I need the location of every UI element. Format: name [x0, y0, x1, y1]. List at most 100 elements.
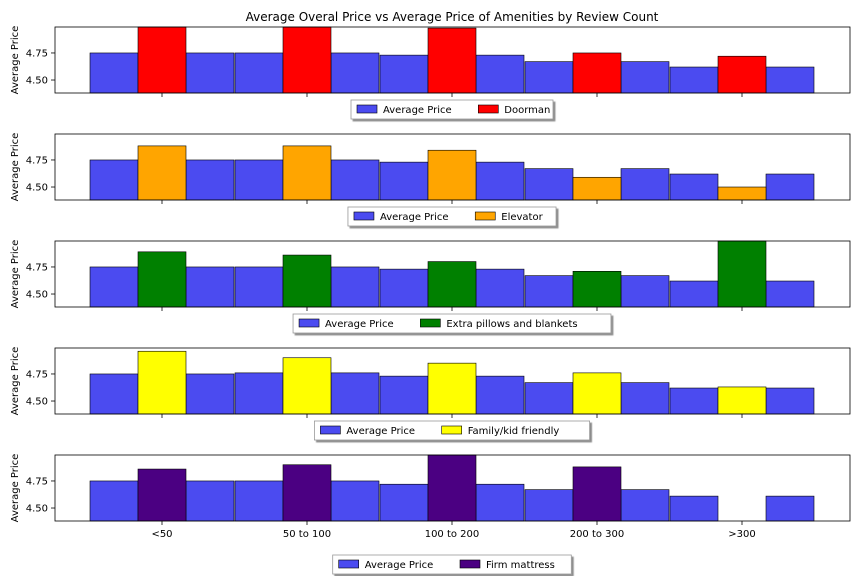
bar-average-price-2-1 — [475, 483, 525, 522]
legend-box — [292, 313, 612, 334]
legend-label: Average Price — [383, 105, 452, 116]
ytick-label: 4.50 — [26, 290, 48, 301]
bar-average-price-3-0 — [524, 61, 574, 94]
bar-average-price-0-1 — [185, 373, 235, 415]
xtick-label: >300 — [728, 529, 755, 540]
bar-average-price-4-1 — [765, 387, 815, 415]
subplot-1: 4.50 4.75 Average Price Average Price Doorma… — [10, 26, 851, 120]
bar-amenity-1 — [282, 464, 332, 522]
bar-average-price-4-0 — [669, 66, 719, 94]
bar-average-price-0-0 — [89, 159, 139, 201]
legend-label: Extra pillows and blankets — [446, 319, 577, 330]
legend: Average Price Firm mattress — [332, 554, 572, 575]
legend-swatch — [459, 559, 481, 569]
axes-frame — [54, 26, 851, 94]
legend-box — [350, 99, 554, 120]
bar-amenity-2 — [427, 454, 477, 522]
ytick-label: 4.75 — [26, 48, 48, 59]
bar-average-price-3-0 — [524, 275, 574, 308]
bar-amenity-2 — [427, 362, 477, 415]
bar-amenity-3 — [572, 176, 622, 201]
bar-amenity-0 — [137, 145, 187, 201]
bar-average-price-1-1 — [330, 52, 380, 94]
bar-average-price-1-0 — [234, 52, 284, 94]
xtick-label: 50 to 100 — [283, 529, 331, 540]
legend-label: Average Price — [380, 212, 449, 223]
bar-average-price-3-0 — [524, 489, 574, 522]
bar-average-price-3-1 — [620, 61, 670, 94]
bar-average-price-0-1 — [185, 159, 235, 201]
bar-average-price-2-0 — [379, 54, 429, 94]
bar-average-price-3-1 — [620, 489, 670, 522]
bar-amenity-3 — [572, 270, 622, 308]
legend: Average Price Elevator — [347, 206, 557, 227]
bar-average-price-1-1 — [330, 266, 380, 308]
legend-swatch — [420, 318, 441, 328]
bar-average-price-1-0 — [234, 372, 284, 415]
y-axis-label: Average Price — [10, 26, 21, 95]
xtick-label: 200 to 300 — [570, 529, 625, 540]
bar-average-price-4-1 — [765, 280, 815, 308]
legend-swatch — [356, 104, 378, 114]
ytick-label: 4.75 — [26, 369, 48, 380]
bar-average-price-2-1 — [475, 161, 525, 201]
bar-average-price-2-1 — [475, 268, 525, 308]
axes-frame — [54, 347, 851, 415]
bar-amenity-0 — [137, 468, 187, 522]
subplot-5: 4.50 4.75 <50 50 to 100 100 to 200 200 to 300… — [10, 454, 851, 575]
bar-average-price-4-0 — [669, 173, 719, 201]
legend-swatch — [338, 559, 360, 569]
legend-label: Firm mattress — [486, 560, 555, 571]
bar-amenity-0 — [137, 350, 187, 415]
subplot-4: 4.50 4.75 Average Price Average Price Family… — [10, 347, 851, 441]
bar-average-price-2-0 — [379, 268, 429, 308]
bar-average-price-0-0 — [89, 373, 139, 415]
bar-amenity-4 — [717, 186, 767, 201]
bar-amenity-3 — [572, 52, 622, 94]
bar-amenity-0 — [137, 251, 187, 308]
bar-average-price-2-0 — [379, 483, 429, 522]
legend-label: Family/kid friendly — [468, 426, 560, 437]
ytick-label: 4.50 — [26, 397, 48, 408]
bar-amenity-3 — [572, 466, 622, 522]
bar-average-price-1-1 — [330, 480, 380, 522]
subplot-2: 4.50 4.75 Average Price Average Price Elevat… — [10, 133, 851, 227]
ytick-label: 4.75 — [26, 476, 48, 487]
bar-average-price-1-1 — [330, 159, 380, 201]
ytick-label: 4.50 — [26, 76, 48, 87]
legend-swatch — [320, 425, 341, 435]
bar-amenity-4 — [717, 55, 767, 94]
bar-average-price-1-0 — [234, 266, 284, 308]
bar-average-price-4-1 — [765, 495, 815, 522]
ytick-label: 4.75 — [26, 262, 48, 273]
bar-amenity-1 — [282, 357, 332, 415]
legend: Average Price Family/kid friendly — [313, 420, 591, 441]
bar-average-price-0-1 — [185, 52, 235, 94]
legend-swatch — [441, 425, 463, 435]
bar-amenity-2 — [427, 261, 477, 308]
bar-average-price-3-1 — [620, 382, 670, 415]
legend: Average Price Doorman — [350, 99, 554, 120]
legend-label: Average Price — [325, 319, 394, 330]
ytick-label: 4.50 — [26, 504, 48, 515]
legend-swatch — [474, 211, 496, 221]
legend-label: Doorman — [504, 105, 550, 116]
legend-swatch — [298, 318, 320, 328]
legend: Average Price Extra pillows and blankets — [292, 313, 612, 334]
bar-amenity-1 — [282, 145, 332, 201]
bar-average-price-0-0 — [89, 480, 139, 522]
bar-amenity-1 — [282, 254, 332, 308]
bar-amenity-1 — [282, 26, 332, 94]
bar-average-price-2-0 — [379, 375, 429, 415]
subplot-3: 4.50 4.75 Average Price Average Price Extra … — [10, 240, 851, 334]
xtick-label: <50 — [151, 529, 172, 540]
bar-average-price-2-0 — [379, 161, 429, 201]
bar-average-price-3-0 — [524, 168, 574, 201]
bar-average-price-2-1 — [475, 54, 525, 94]
legend-label: Elevator — [501, 212, 543, 223]
ytick-label: 4.50 — [26, 183, 48, 194]
legend-swatch — [477, 104, 499, 114]
bar-amenity-4 — [717, 386, 767, 415]
bar-average-price-4-1 — [765, 66, 815, 94]
